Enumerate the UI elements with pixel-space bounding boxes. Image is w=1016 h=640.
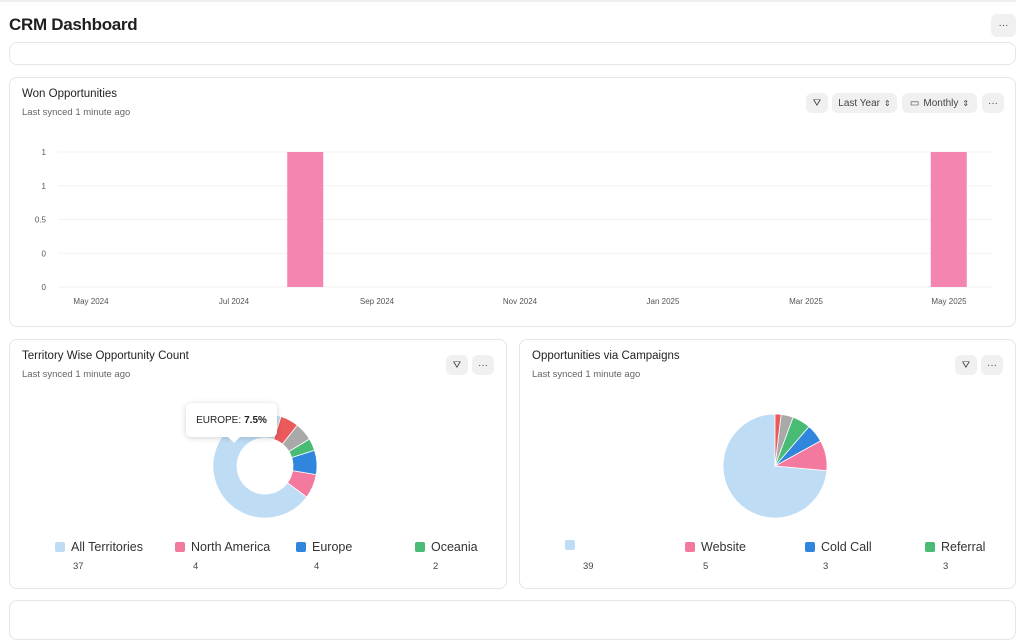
legend-item[interactable]: Oceania xyxy=(415,540,478,554)
interval-value: Monthly xyxy=(923,97,959,109)
dashboard-menu-button[interactable]: ··· xyxy=(991,14,1016,37)
chevron-updown-icon: ⇕ xyxy=(962,98,970,108)
legend-count: 37 xyxy=(73,561,84,572)
bottom-card xyxy=(9,600,1016,640)
x-tick-label: Jul 2024 xyxy=(219,297,250,306)
card-menu-button[interactable]: ··· xyxy=(472,355,494,375)
card-sync-status: Last synced 1 minute ago xyxy=(22,369,131,380)
legend-item[interactable]: Referral xyxy=(925,540,985,554)
x-tick-label: Nov 2024 xyxy=(503,297,538,306)
y-tick-label: 1 xyxy=(42,182,47,191)
filter-icon: ⛛ xyxy=(452,359,462,371)
pie-slice xyxy=(273,416,298,445)
legend-count: 3 xyxy=(823,561,829,572)
y-tick-label: 0 xyxy=(42,249,47,258)
legend-count: 2 xyxy=(433,561,439,572)
legend-count: 39 xyxy=(583,561,594,572)
card-title: Territory Wise Opportunity Count xyxy=(22,350,189,362)
filter-icon: ⛛ xyxy=(812,97,822,109)
legend-label: Cold Call xyxy=(821,540,872,554)
legend-label: Europe xyxy=(312,540,353,554)
page-title: CRM Dashboard xyxy=(9,15,138,34)
legend-swatch xyxy=(685,542,695,552)
legend-item[interactable]: North America xyxy=(175,540,270,554)
pie-charts xyxy=(212,413,828,519)
y-tick-label: 0.5 xyxy=(35,216,47,225)
won-opportunities-card: Won Opportunities Last synced 1 minute a… xyxy=(9,77,1016,327)
legend-label: All Territories xyxy=(71,540,144,554)
legend-swatch xyxy=(565,540,575,550)
legend-swatch xyxy=(55,542,65,552)
filter-button[interactable]: ⛛ xyxy=(446,355,468,375)
legend-count: 3 xyxy=(943,561,949,572)
card-sync-status: Last synced 1 minute ago xyxy=(22,107,131,118)
legend-item[interactable]: Website xyxy=(685,540,746,554)
won-opportunities-chart: 0 0 0.5 1 1 May 2024 Jul 2024 Sep 2024 Nov 2024 J… xyxy=(35,148,992,306)
legend-swatch xyxy=(805,542,815,552)
x-tick-label: May 2025 xyxy=(931,297,967,306)
legend-label: Oceania xyxy=(431,540,478,554)
legend-count: 4 xyxy=(314,561,320,572)
card-title: Won Opportunities xyxy=(22,88,118,100)
x-tick-label: Sep 2024 xyxy=(360,297,395,306)
calendar-icon: ▭ xyxy=(909,97,920,109)
x-tick-label: May 2024 xyxy=(73,297,109,306)
tooltip-label: EUROPE: xyxy=(196,414,242,426)
card-menu-button[interactable]: ··· xyxy=(981,355,1003,375)
x-tick-label: Jan 2025 xyxy=(647,297,680,306)
pie-slice xyxy=(774,413,782,467)
legend-count: 4 xyxy=(193,561,199,572)
bar xyxy=(930,152,967,287)
top-border xyxy=(0,0,1016,2)
legend-item[interactable]: All Territories xyxy=(55,540,143,554)
bar xyxy=(287,152,324,287)
legend-label: North America xyxy=(191,540,271,554)
interval-select[interactable]: ▭ Monthly ⇕ xyxy=(902,93,977,113)
filter-icon: ⛛ xyxy=(961,359,971,371)
y-tick-label: 0 xyxy=(42,283,47,292)
range-select[interactable]: Last Year ⇕ xyxy=(832,93,897,113)
filter-button[interactable]: ⛛ xyxy=(955,355,977,375)
x-tick-label: Mar 2025 xyxy=(789,297,823,306)
legend-swatch xyxy=(296,542,306,552)
card-menu-button[interactable]: ··· xyxy=(982,93,1004,113)
legend-count: 5 xyxy=(703,561,709,572)
legend-swatch xyxy=(175,542,185,552)
legend-swatch xyxy=(415,542,425,552)
legend-item[interactable]: Europe xyxy=(296,540,352,554)
legend-item[interactable]: Cold Call xyxy=(805,540,872,554)
legend-label: Website xyxy=(701,540,746,554)
chevron-updown-icon: ⇕ xyxy=(884,98,891,108)
range-value: Last Year xyxy=(838,97,880,109)
card-sync-status: Last synced 1 minute ago xyxy=(532,369,641,380)
legend-swatch xyxy=(925,542,935,552)
card-title: Opportunities via Campaigns xyxy=(532,350,680,362)
chart-tooltip: EUROPE: 7.5% xyxy=(186,403,277,443)
filter-button[interactable]: ⛛ xyxy=(806,93,828,113)
tooltip-value: 7.5% xyxy=(244,414,267,426)
y-tick-label: 1 xyxy=(42,148,47,157)
legend-label: Referral xyxy=(941,540,986,554)
legend-item[interactable] xyxy=(565,540,581,550)
